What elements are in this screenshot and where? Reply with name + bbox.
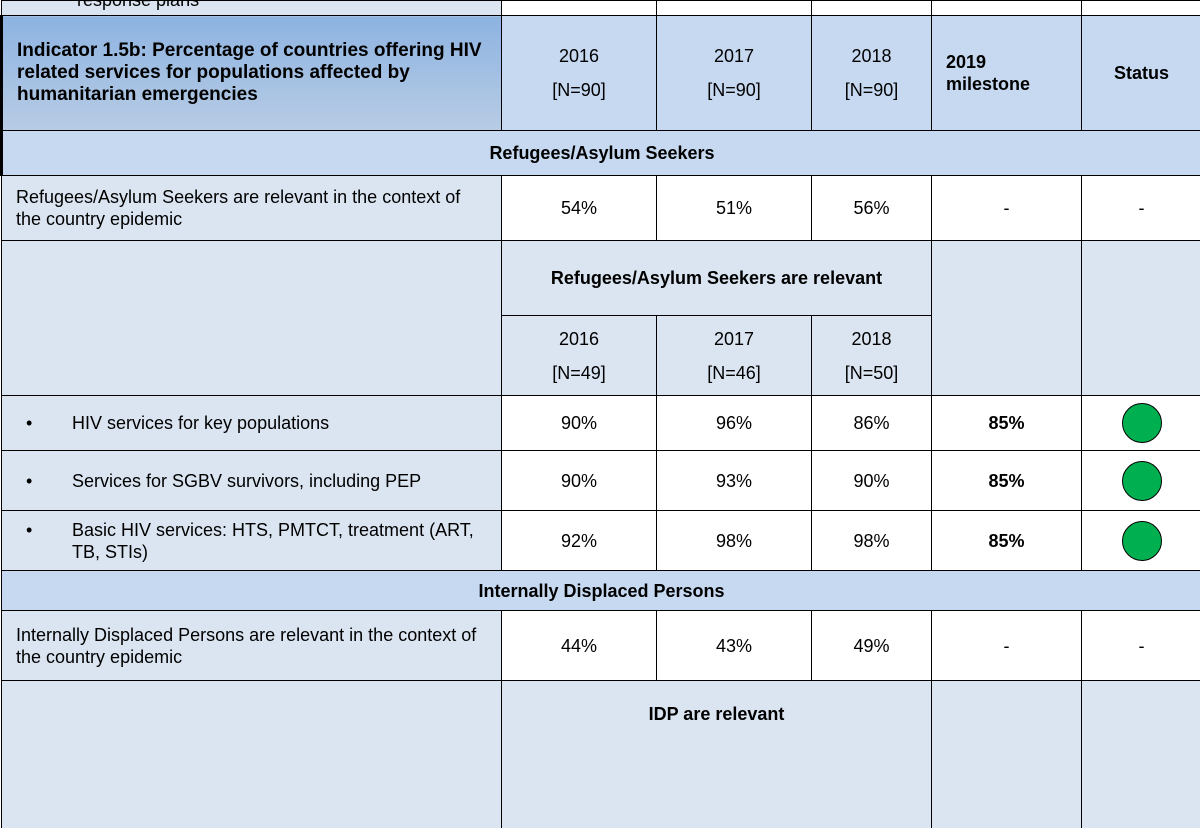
subheader-row: IDP are relevant	[1, 680, 1200, 828]
service-row: Services for SGBV survivors, including P…	[1, 450, 1200, 511]
year: 2016	[558, 46, 600, 66]
status-dot	[1121, 520, 1162, 561]
value: 44%	[501, 610, 657, 681]
status: -	[1081, 175, 1200, 241]
section-title: Refugees/Asylum Seekers	[0, 130, 1200, 176]
value: 43%	[656, 610, 812, 681]
value: 51%	[656, 175, 812, 241]
n: [N=90]	[844, 80, 899, 100]
year: 2016	[558, 328, 600, 349]
milestone: -	[931, 175, 1082, 241]
year-header: 2016 [N=90]	[501, 15, 657, 131]
value: 90%	[811, 450, 932, 511]
text: response plans	[77, 2, 199, 12]
value: 86%	[811, 395, 932, 451]
subheader-row: Refugees/Asylum Seekers are relevant	[1, 240, 1200, 396]
value: 98%	[656, 510, 812, 571]
year-header: 2018 [N=90]	[811, 15, 932, 131]
year: 2018	[851, 46, 892, 66]
status-dot	[1121, 460, 1162, 501]
header-row: Indicator 1.5b: Percentage of countries …	[0, 15, 1200, 131]
row-label: Services for SGBV survivors, including P…	[1, 450, 502, 511]
milestone: 85%	[931, 450, 1082, 511]
subheader-title: Refugees/Asylum Seekers are relevant	[501, 240, 932, 316]
status	[1081, 395, 1200, 451]
service-row: HIV services for key populations 90% 96%…	[1, 395, 1200, 451]
n: [N=90]	[707, 80, 761, 100]
n: [N=46]	[707, 362, 761, 383]
service-row: Basic HIV services: HTS, PMTCT, treatmen…	[1, 510, 1200, 571]
value: 96%	[656, 395, 812, 451]
subheader-title: IDP are relevant	[501, 680, 932, 828]
value: 90%	[501, 395, 657, 451]
row-label: Refugees/Asylum Seekers are relevant in …	[1, 175, 502, 241]
status	[1081, 450, 1200, 511]
value: 98%	[811, 510, 932, 571]
cell	[501, 0, 657, 16]
year: 2017	[713, 46, 755, 66]
cell	[931, 240, 1082, 396]
value: 90%	[501, 450, 657, 511]
cell	[1081, 0, 1200, 16]
n: [N=50]	[844, 362, 899, 383]
cell	[1081, 680, 1200, 828]
row-label: HIV services for key populations	[1, 395, 502, 451]
status-header: Status	[1081, 15, 1200, 131]
n: [N=49]	[552, 362, 606, 383]
row-label: Internally Displaced Persons are relevan…	[1, 610, 502, 681]
n: [N=90]	[552, 80, 606, 100]
milestone: 85%	[931, 395, 1082, 451]
cell: response plans	[1, 0, 502, 16]
year: 2017	[713, 328, 755, 349]
year-header: 2018 [N=50]	[811, 315, 932, 396]
year-header: 2017 [N=46]	[656, 315, 812, 396]
section-row: Refugees/Asylum Seekers	[0, 130, 1200, 176]
year-header: 2017 [N=90]	[656, 15, 812, 131]
year-header: 2016 [N=49]	[501, 315, 657, 396]
cell	[811, 0, 932, 16]
relevance-row: Internally Displaced Persons are relevan…	[1, 610, 1200, 681]
cell	[1081, 240, 1200, 396]
value: 56%	[811, 175, 932, 241]
section-title: Internally Displaced Persons	[1, 570, 1200, 611]
value: 92%	[501, 510, 657, 571]
status-dot	[1121, 403, 1162, 443]
cell	[931, 0, 1082, 16]
milestone: 85%	[931, 510, 1082, 571]
value: 54%	[501, 175, 657, 241]
status: -	[1081, 610, 1200, 681]
cell	[1, 680, 502, 828]
milestone: -	[931, 610, 1082, 681]
value: 49%	[811, 610, 932, 681]
cell	[931, 680, 1082, 828]
section-row: Internally Displaced Persons	[1, 570, 1200, 611]
row-label: Basic HIV services: HTS, PMTCT, treatmen…	[1, 510, 502, 571]
relevance-row: Refugees/Asylum Seekers are relevant in …	[1, 175, 1200, 241]
indicator-title: Indicator 1.5b: Percentage of countries …	[0, 15, 502, 131]
top-row: response plans	[1, 0, 1200, 16]
value: 93%	[656, 450, 812, 511]
subheader-years: 2016 [N=49] 2017 [N=46] 2018 [N=50]	[2, 315, 1200, 396]
milestone-header: 2019 milestone	[931, 15, 1082, 131]
year: 2018	[851, 328, 892, 349]
status	[1081, 510, 1200, 571]
cell	[656, 0, 812, 16]
cell	[1, 240, 502, 396]
